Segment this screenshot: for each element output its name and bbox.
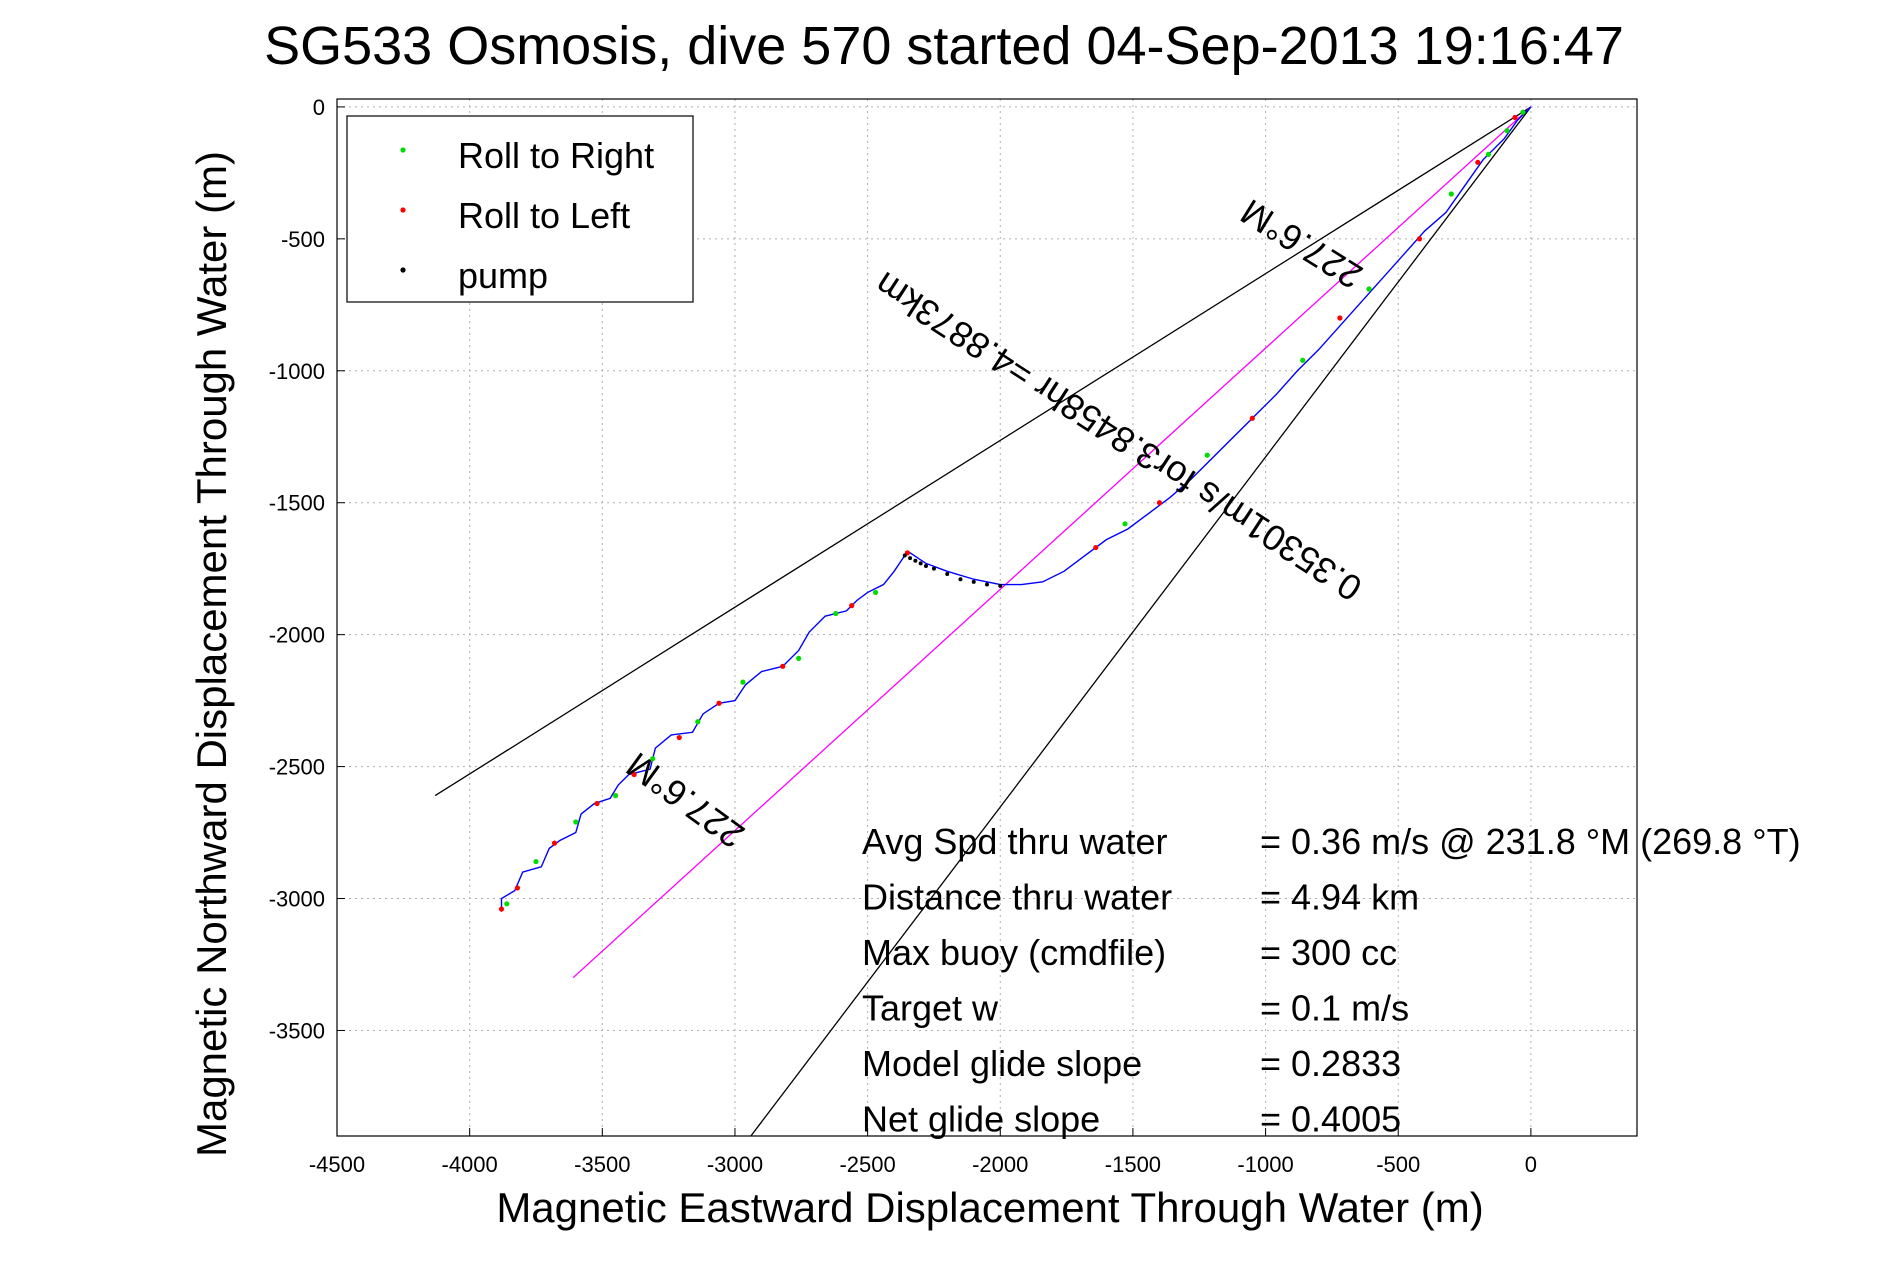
stat-label: Distance thru water	[862, 877, 1172, 918]
pump-point	[998, 583, 1003, 588]
roll-left-point	[676, 734, 682, 741]
roll-right-point	[1504, 128, 1510, 134]
roll-right-point	[1485, 151, 1492, 158]
pump-point	[908, 556, 913, 561]
x-tick-label: -500	[1376, 1152, 1420, 1177]
stat-label: Target w	[862, 988, 999, 1029]
y-axis-label: Magnetic Northward Displacement Through …	[188, 151, 235, 1157]
stat-value: = 0.4005	[1260, 1099, 1401, 1140]
roll-right-point	[872, 589, 879, 596]
roll-left-point	[1337, 315, 1343, 321]
roll-right-point	[740, 679, 746, 685]
legend-label: pump	[458, 255, 548, 296]
legend-label: Roll to Left	[458, 195, 630, 236]
x-tick-label: -3000	[707, 1152, 763, 1177]
pump-point	[902, 553, 907, 558]
roll-left-point	[716, 700, 722, 706]
stat-label: Model glide slope	[862, 1043, 1142, 1084]
x-tick-label: -4500	[309, 1152, 365, 1177]
pump-point	[945, 571, 950, 576]
line-wedge-lower	[750, 106, 1532, 1137]
roll-right-point	[833, 610, 839, 617]
pump-point	[913, 558, 918, 563]
roll-left-point	[1093, 544, 1099, 551]
y-tick-label: -2500	[269, 755, 325, 780]
line-wedge-upper	[434, 106, 1532, 797]
roll-left-point	[498, 906, 505, 912]
roll-right-point	[573, 819, 579, 825]
roll-right-point	[1204, 452, 1210, 458]
x-axis-label: Magnetic Eastward Displacement Through W…	[496, 1184, 1483, 1231]
plot-frame	[336, 98, 1638, 1137]
annotation-rate: 0.35301m/s for3.8458hr =4.8873km	[867, 264, 1369, 610]
roll-right-point	[612, 793, 619, 799]
y-tick-label: -2000	[269, 623, 325, 648]
roll-left-point	[1156, 500, 1163, 506]
stat-label: Net glide slope	[862, 1099, 1100, 1140]
stat-value: = 300 cc	[1260, 932, 1397, 973]
x-tick-label: -3500	[574, 1152, 630, 1177]
x-tick-label: -2500	[839, 1152, 895, 1177]
roll-left-point	[631, 771, 637, 778]
pump-point	[985, 582, 989, 587]
roll-right-point	[1448, 191, 1454, 197]
marker-points	[498, 109, 1526, 912]
line-annotations: 227.6°M0.35301m/s for3.8458hr =4.8873km2…	[619, 191, 1370, 856]
roll-right-point	[1520, 109, 1526, 115]
stat-value: = 4.94 km	[1260, 877, 1419, 918]
legend-marker	[400, 207, 406, 213]
x-tick-label: -1500	[1105, 1152, 1161, 1177]
legend-marker	[400, 267, 406, 273]
stat-value: = 0.1 m/s	[1260, 988, 1409, 1029]
x-tick-label: 0	[1525, 1152, 1537, 1177]
dive-statistics: Avg Spd thru water = 0.36 m/s @ 231.8 °M …	[862, 821, 1801, 1140]
stat-value: = 0.36 m/s @ 231.8 °M (269.8 °T)	[1260, 821, 1801, 862]
roll-right-point	[796, 655, 802, 661]
roll-right-point	[504, 901, 510, 907]
roll-right-point	[533, 858, 539, 865]
pump-point	[931, 566, 936, 571]
roll-left-point	[551, 840, 558, 846]
pump-point	[923, 564, 928, 569]
stat-label: Avg Spd thru water	[862, 821, 1168, 862]
legend: Roll to Right Roll to Left pump	[346, 115, 694, 303]
reference-lines	[434, 106, 1532, 1137]
roll-left-point	[1249, 415, 1255, 421]
roll-left-point	[514, 885, 521, 891]
roll-right-point	[1300, 357, 1306, 363]
roll-left-point	[1512, 114, 1518, 121]
legend-label: Roll to Right	[458, 135, 654, 176]
stat-value: = 0.2833	[1260, 1043, 1401, 1084]
roll-left-point	[1475, 159, 1481, 165]
y-tick-label: -500	[281, 227, 325, 252]
y-tick-label: -1000	[269, 359, 325, 384]
y-tick-label: -3000	[269, 887, 325, 912]
y-tick-label: -1500	[269, 491, 325, 516]
roll-left-point	[594, 800, 600, 807]
roll-right-point	[650, 756, 656, 762]
roll-right-point	[1366, 286, 1372, 292]
roll-left-point	[780, 663, 786, 669]
x-tick-label: -2000	[972, 1152, 1028, 1177]
legend-marker	[400, 147, 406, 153]
annotation-lower_heading: 227.6°M	[619, 744, 752, 856]
pump-point	[958, 577, 963, 582]
roll-left-point	[849, 603, 855, 609]
y-tick-label: -3500	[269, 1018, 325, 1043]
grid-lines	[336, 99, 1637, 1136]
pump-point	[971, 579, 976, 584]
y-tick-label: 0	[313, 95, 325, 120]
roll-left-point	[1416, 236, 1423, 242]
x-tick-label: -1000	[1237, 1152, 1293, 1177]
pump-point	[918, 561, 923, 566]
roll-right-point	[695, 719, 701, 725]
x-tick-label: -4000	[442, 1152, 498, 1177]
stat-label: Max buoy (cmdfile)	[862, 932, 1166, 973]
roll-right-point	[1122, 521, 1128, 527]
chart-title: SG533 Osmosis, dive 570 started 04-Sep-2…	[264, 16, 1624, 76]
line-heading	[572, 106, 1532, 979]
axis-ticks: -4500 -4000 -3500 -3000 -2500 -2000 -1500 -1000…	[269, 95, 1537, 1177]
